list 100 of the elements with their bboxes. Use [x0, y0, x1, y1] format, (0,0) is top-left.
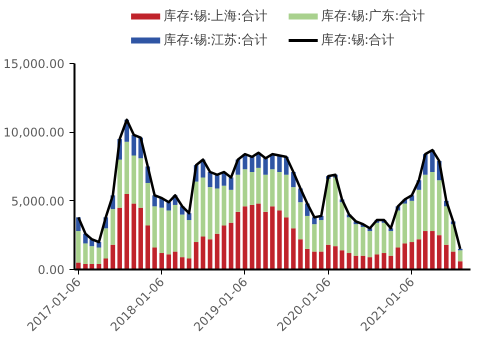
bar — [208, 239, 212, 270]
bar — [214, 234, 220, 270]
bar — [291, 187, 296, 228]
bar — [436, 235, 442, 270]
bar — [228, 177, 234, 190]
bar — [277, 172, 282, 210]
bar — [145, 226, 150, 270]
bar — [222, 226, 226, 270]
bar — [208, 187, 212, 240]
y-tick-label: 10,000.00 — [3, 126, 65, 140]
bar — [388, 231, 394, 256]
bar — [298, 239, 303, 270]
bar — [263, 174, 268, 212]
bar — [305, 216, 310, 249]
bar — [132, 204, 136, 270]
bar — [410, 242, 414, 270]
bar — [117, 208, 122, 270]
bar — [326, 178, 331, 245]
bar — [284, 217, 289, 270]
bar — [312, 252, 317, 270]
bar — [382, 222, 386, 254]
bar — [200, 177, 206, 237]
bar — [166, 210, 172, 254]
bar — [194, 182, 198, 242]
bar — [270, 206, 275, 270]
bar — [333, 177, 338, 246]
bar — [416, 239, 422, 270]
y-tick-label: 5,000.00 — [11, 194, 64, 208]
bar — [374, 222, 380, 254]
bar — [340, 250, 344, 270]
bar — [186, 258, 192, 270]
legend-label: 库存:锡:广东:合计 — [320, 9, 426, 24]
bar — [444, 206, 449, 245]
bar — [138, 158, 143, 208]
bar — [103, 258, 108, 270]
bar — [103, 228, 108, 259]
line-series — [77, 118, 462, 250]
bar — [96, 248, 102, 264]
bar — [236, 174, 240, 212]
legend-label: 库存:锡:江苏:合计 — [163, 33, 268, 48]
bar — [360, 226, 366, 256]
bar — [388, 256, 394, 270]
bar — [208, 172, 212, 188]
bar — [333, 246, 338, 270]
bar — [263, 212, 268, 270]
bar — [83, 243, 88, 264]
bar — [186, 213, 192, 220]
bar — [436, 180, 442, 236]
bar — [291, 228, 296, 270]
bar — [402, 204, 408, 244]
bar — [423, 174, 428, 232]
bar — [152, 248, 157, 270]
bar — [138, 208, 143, 270]
bar — [180, 257, 185, 270]
bar — [228, 190, 234, 223]
bar — [368, 231, 372, 258]
bar — [360, 256, 366, 270]
bar — [76, 231, 81, 263]
bar — [354, 224, 358, 256]
bar — [222, 186, 226, 226]
bar — [200, 236, 206, 270]
bar — [242, 206, 248, 270]
bar — [312, 224, 317, 252]
bar — [305, 248, 310, 270]
bar — [124, 142, 130, 194]
bar — [444, 244, 449, 270]
bar — [277, 210, 282, 270]
bar — [374, 254, 380, 270]
bar — [318, 220, 324, 252]
bar — [423, 231, 428, 270]
bar — [172, 252, 178, 270]
bar — [270, 169, 275, 206]
bar — [284, 174, 289, 218]
bar — [277, 156, 282, 172]
bar — [214, 188, 220, 234]
bar — [430, 231, 435, 270]
bar — [318, 252, 324, 270]
bar — [90, 246, 94, 264]
bar — [396, 210, 400, 248]
bar — [396, 248, 400, 270]
bar — [402, 243, 408, 270]
bar — [263, 158, 268, 175]
bar — [124, 194, 130, 270]
bar — [172, 204, 178, 252]
bar — [159, 208, 164, 254]
bar — [354, 256, 358, 270]
bar — [194, 242, 198, 270]
bar — [458, 250, 463, 262]
bar — [159, 253, 164, 270]
bar — [117, 160, 122, 208]
bar — [326, 244, 331, 270]
bar — [382, 253, 386, 270]
bar — [132, 156, 136, 204]
y-tick-label: 15,000.00 — [3, 57, 65, 71]
bar — [214, 174, 220, 188]
bar — [132, 134, 136, 156]
bar — [242, 169, 248, 206]
bar — [180, 214, 185, 258]
bar — [110, 209, 116, 245]
bar — [410, 200, 414, 242]
